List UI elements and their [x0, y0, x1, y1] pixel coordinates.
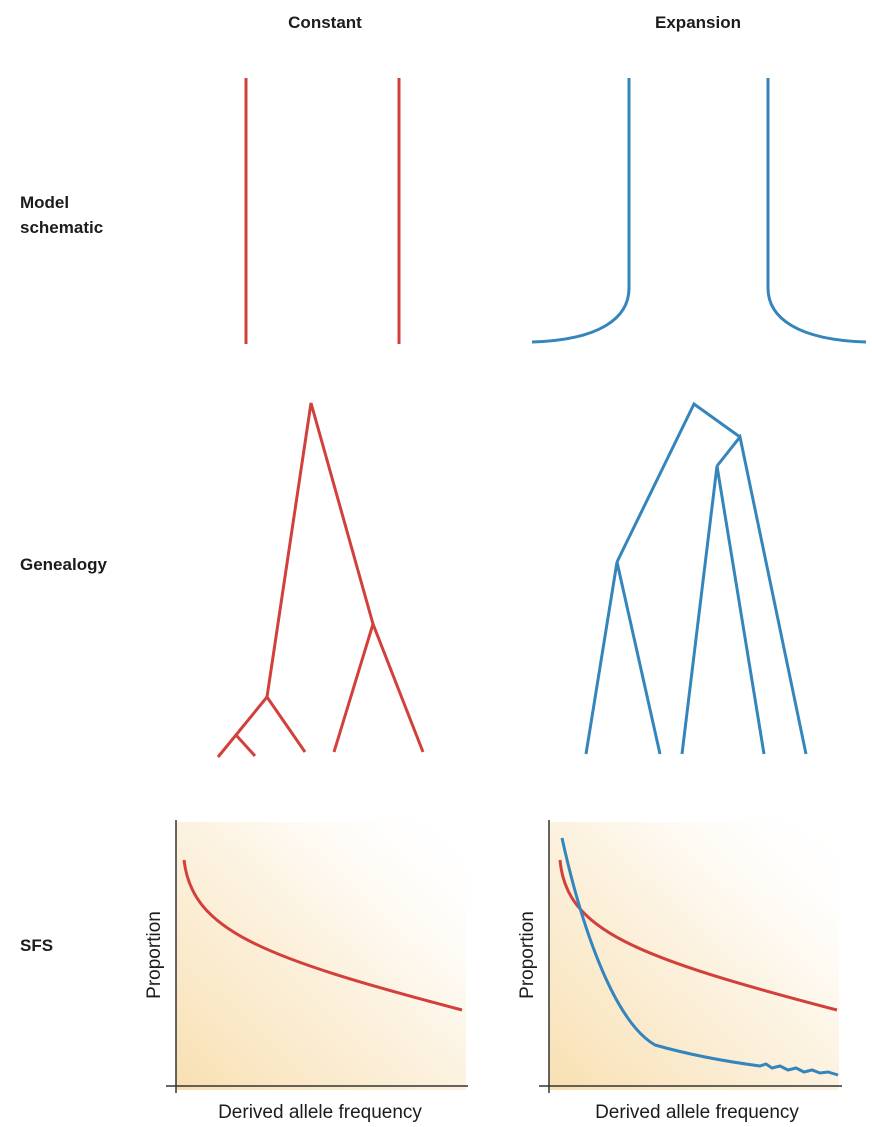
model-schematic-constant: [244, 78, 401, 344]
y-axis-label: Proportion: [517, 911, 538, 999]
row-label-model-schematic: Model schematic: [20, 193, 104, 237]
x-axis-label: Derived allele frequency: [595, 1102, 799, 1123]
genealogy-tree-expansion: [584, 401, 808, 755]
plot-background: [549, 822, 839, 1090]
sfs-plot-constant: Proportion Derived allele frequency: [144, 820, 468, 1123]
sfs-plot-expansion: Proportion Derived allele frequency: [517, 820, 842, 1123]
model-schematic-expansion: [531, 78, 867, 344]
genealogy-tree-constant: [216, 402, 425, 758]
genealogy-left-clade: [216, 694, 307, 758]
expansion-population-left-boundary: [531, 78, 631, 344]
row-label-genealogy: Genealogy: [20, 555, 107, 574]
genealogy-expansion-inner-clade: [680, 465, 766, 755]
expansion-population-right-boundary: [766, 78, 867, 344]
sfs-curve-expansion: [560, 837, 839, 1077]
plot-background: [176, 822, 466, 1090]
y-axis-label: Proportion: [144, 911, 165, 999]
sfs-curve-constant-reference: [558, 859, 838, 1012]
genealogy-expansion-root: [615, 401, 741, 563]
genealogy-leaf-branch: [234, 733, 257, 758]
row-label-sfs: SFS: [20, 936, 54, 955]
sfs-curve-constant: [182, 859, 463, 1012]
x-axis-label: Derived allele frequency: [218, 1102, 422, 1123]
genealogy-right-clade: [332, 619, 425, 753]
genealogy-expansion-right-clade: [715, 433, 808, 755]
column-header-expansion: Expansion: [655, 13, 741, 32]
genealogy-root-branches: [265, 402, 375, 698]
column-header-constant: Constant: [288, 13, 362, 32]
genealogy-expansion-left-clade: [584, 561, 662, 755]
